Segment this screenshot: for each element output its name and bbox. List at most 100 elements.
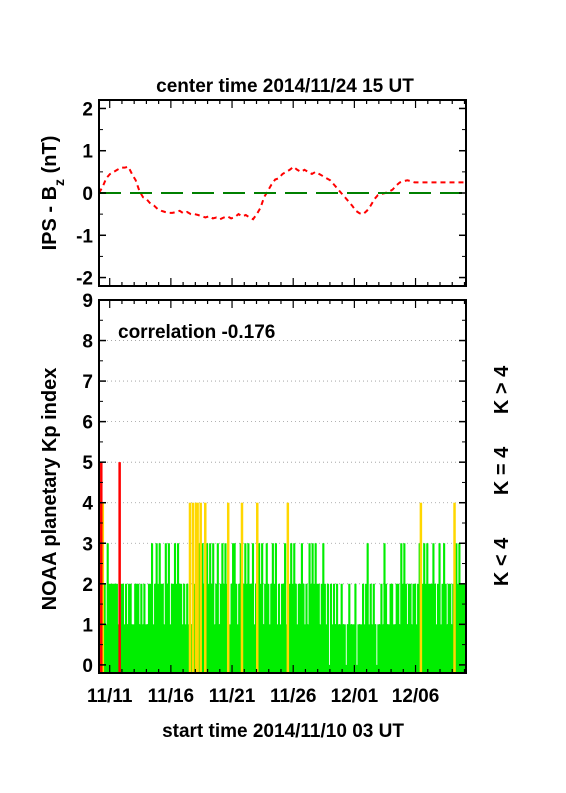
kp-bar — [386, 624, 389, 673]
kp-bar — [459, 583, 463, 673]
kp-bar — [435, 624, 438, 673]
kp-bar — [149, 583, 152, 673]
kp-bar — [401, 583, 404, 673]
bottom-y-tick-label: 0 — [82, 656, 93, 677]
legend-k-lt-4: K < 4 — [491, 537, 513, 586]
kp-bar — [369, 583, 372, 673]
kp-bar — [216, 543, 219, 673]
kp-bar — [207, 583, 210, 673]
legend-k-gt-4: K > 4 — [491, 365, 513, 414]
kp-bar — [483, 584, 485, 673]
top-y-tick-label: 0 — [82, 184, 93, 205]
kp-bar — [248, 583, 251, 673]
kp-bar — [215, 583, 218, 673]
kp-bar — [436, 583, 440, 673]
kp-bar — [155, 543, 158, 673]
kp-bar — [253, 624, 256, 673]
kp-bar — [233, 543, 236, 673]
kp-bar — [256, 502, 259, 673]
kp-bar — [429, 583, 432, 673]
kp-bar — [299, 583, 302, 673]
kp-bar — [489, 584, 491, 673]
kp-bar — [432, 543, 435, 673]
kp-bar — [351, 624, 354, 673]
kp-bar — [172, 583, 175, 673]
kp-bar — [346, 624, 349, 673]
kp-bar — [167, 543, 170, 673]
kp-bar — [400, 543, 403, 673]
kp-bar — [438, 543, 441, 673]
kp-bar — [273, 583, 276, 673]
kp-bar — [456, 583, 459, 673]
kp-bar — [238, 583, 241, 673]
kp-bar — [143, 583, 146, 673]
kp-bar — [478, 584, 480, 673]
kp-bar — [430, 583, 433, 673]
kp-bar — [345, 664, 348, 673]
kp-bar — [490, 503, 493, 673]
kp-bar — [150, 543, 154, 673]
kp-bar — [371, 624, 374, 673]
kp-bar — [374, 624, 377, 673]
kp-bar — [210, 583, 213, 673]
kp-bar — [247, 543, 250, 673]
kp-bar — [173, 543, 177, 673]
kp-bar — [394, 624, 397, 673]
top-y-tick-label: 2 — [82, 99, 93, 120]
kp-bar — [126, 624, 129, 673]
kp-bar — [474, 584, 476, 673]
kp-bar — [258, 543, 261, 673]
kp-bar — [366, 543, 369, 673]
kp-bar — [199, 502, 202, 673]
kp-bar — [213, 624, 216, 673]
kp-bar — [378, 624, 381, 673]
kp-bar — [123, 624, 126, 673]
kp-bar — [284, 543, 287, 673]
kp-bar — [154, 583, 157, 673]
correlation-annotation: correlation -0.176 — [118, 322, 275, 343]
kp-bar — [455, 543, 458, 673]
kp-bar — [259, 583, 262, 673]
kp-bar — [485, 503, 488, 673]
kp-bar — [106, 543, 109, 673]
kp-bar — [183, 583, 186, 673]
kp-bar — [303, 624, 307, 673]
kp-bar — [121, 583, 125, 673]
kp-bar — [300, 543, 303, 673]
bottom-x-tick-label: 12/06 — [392, 686, 440, 707]
kp-bar — [462, 583, 466, 673]
kp-bar — [403, 543, 406, 673]
kp-bar — [235, 583, 238, 673]
kp-bar — [138, 624, 141, 673]
kp-bar — [286, 502, 290, 673]
kp-bar — [161, 583, 164, 673]
kp-bar — [267, 583, 270, 673]
kp-bar — [137, 583, 140, 673]
top-y-axis-label-sub: z — [51, 179, 67, 186]
bottom-y-tick-label: 1 — [82, 615, 93, 636]
kp-bar — [414, 583, 417, 673]
kp-bar — [160, 583, 163, 673]
kp-bar — [314, 543, 317, 673]
kp-bar — [494, 584, 496, 673]
kp-bar — [297, 583, 300, 673]
kp-bar — [294, 583, 297, 673]
kp-bar — [279, 624, 282, 673]
kp-bar — [342, 624, 345, 673]
kp-bar — [129, 583, 132, 673]
kp-bar — [323, 583, 326, 673]
kp-bar — [398, 624, 401, 673]
kp-bar — [352, 624, 355, 673]
kp-bar — [188, 502, 192, 673]
kp-bar — [329, 583, 333, 673]
kp-bar — [201, 543, 204, 673]
kp-bar — [339, 624, 342, 673]
kp-bar — [392, 624, 395, 673]
kp-bar — [134, 583, 137, 673]
kp-bar — [178, 583, 181, 673]
kp-bar — [240, 502, 244, 673]
kp-bar — [444, 583, 447, 673]
bottom-plot-frame — [98, 299, 467, 674]
bottom-y-axis-label: NOAA planetary Kp index — [39, 368, 61, 611]
kp-bar — [471, 584, 473, 673]
